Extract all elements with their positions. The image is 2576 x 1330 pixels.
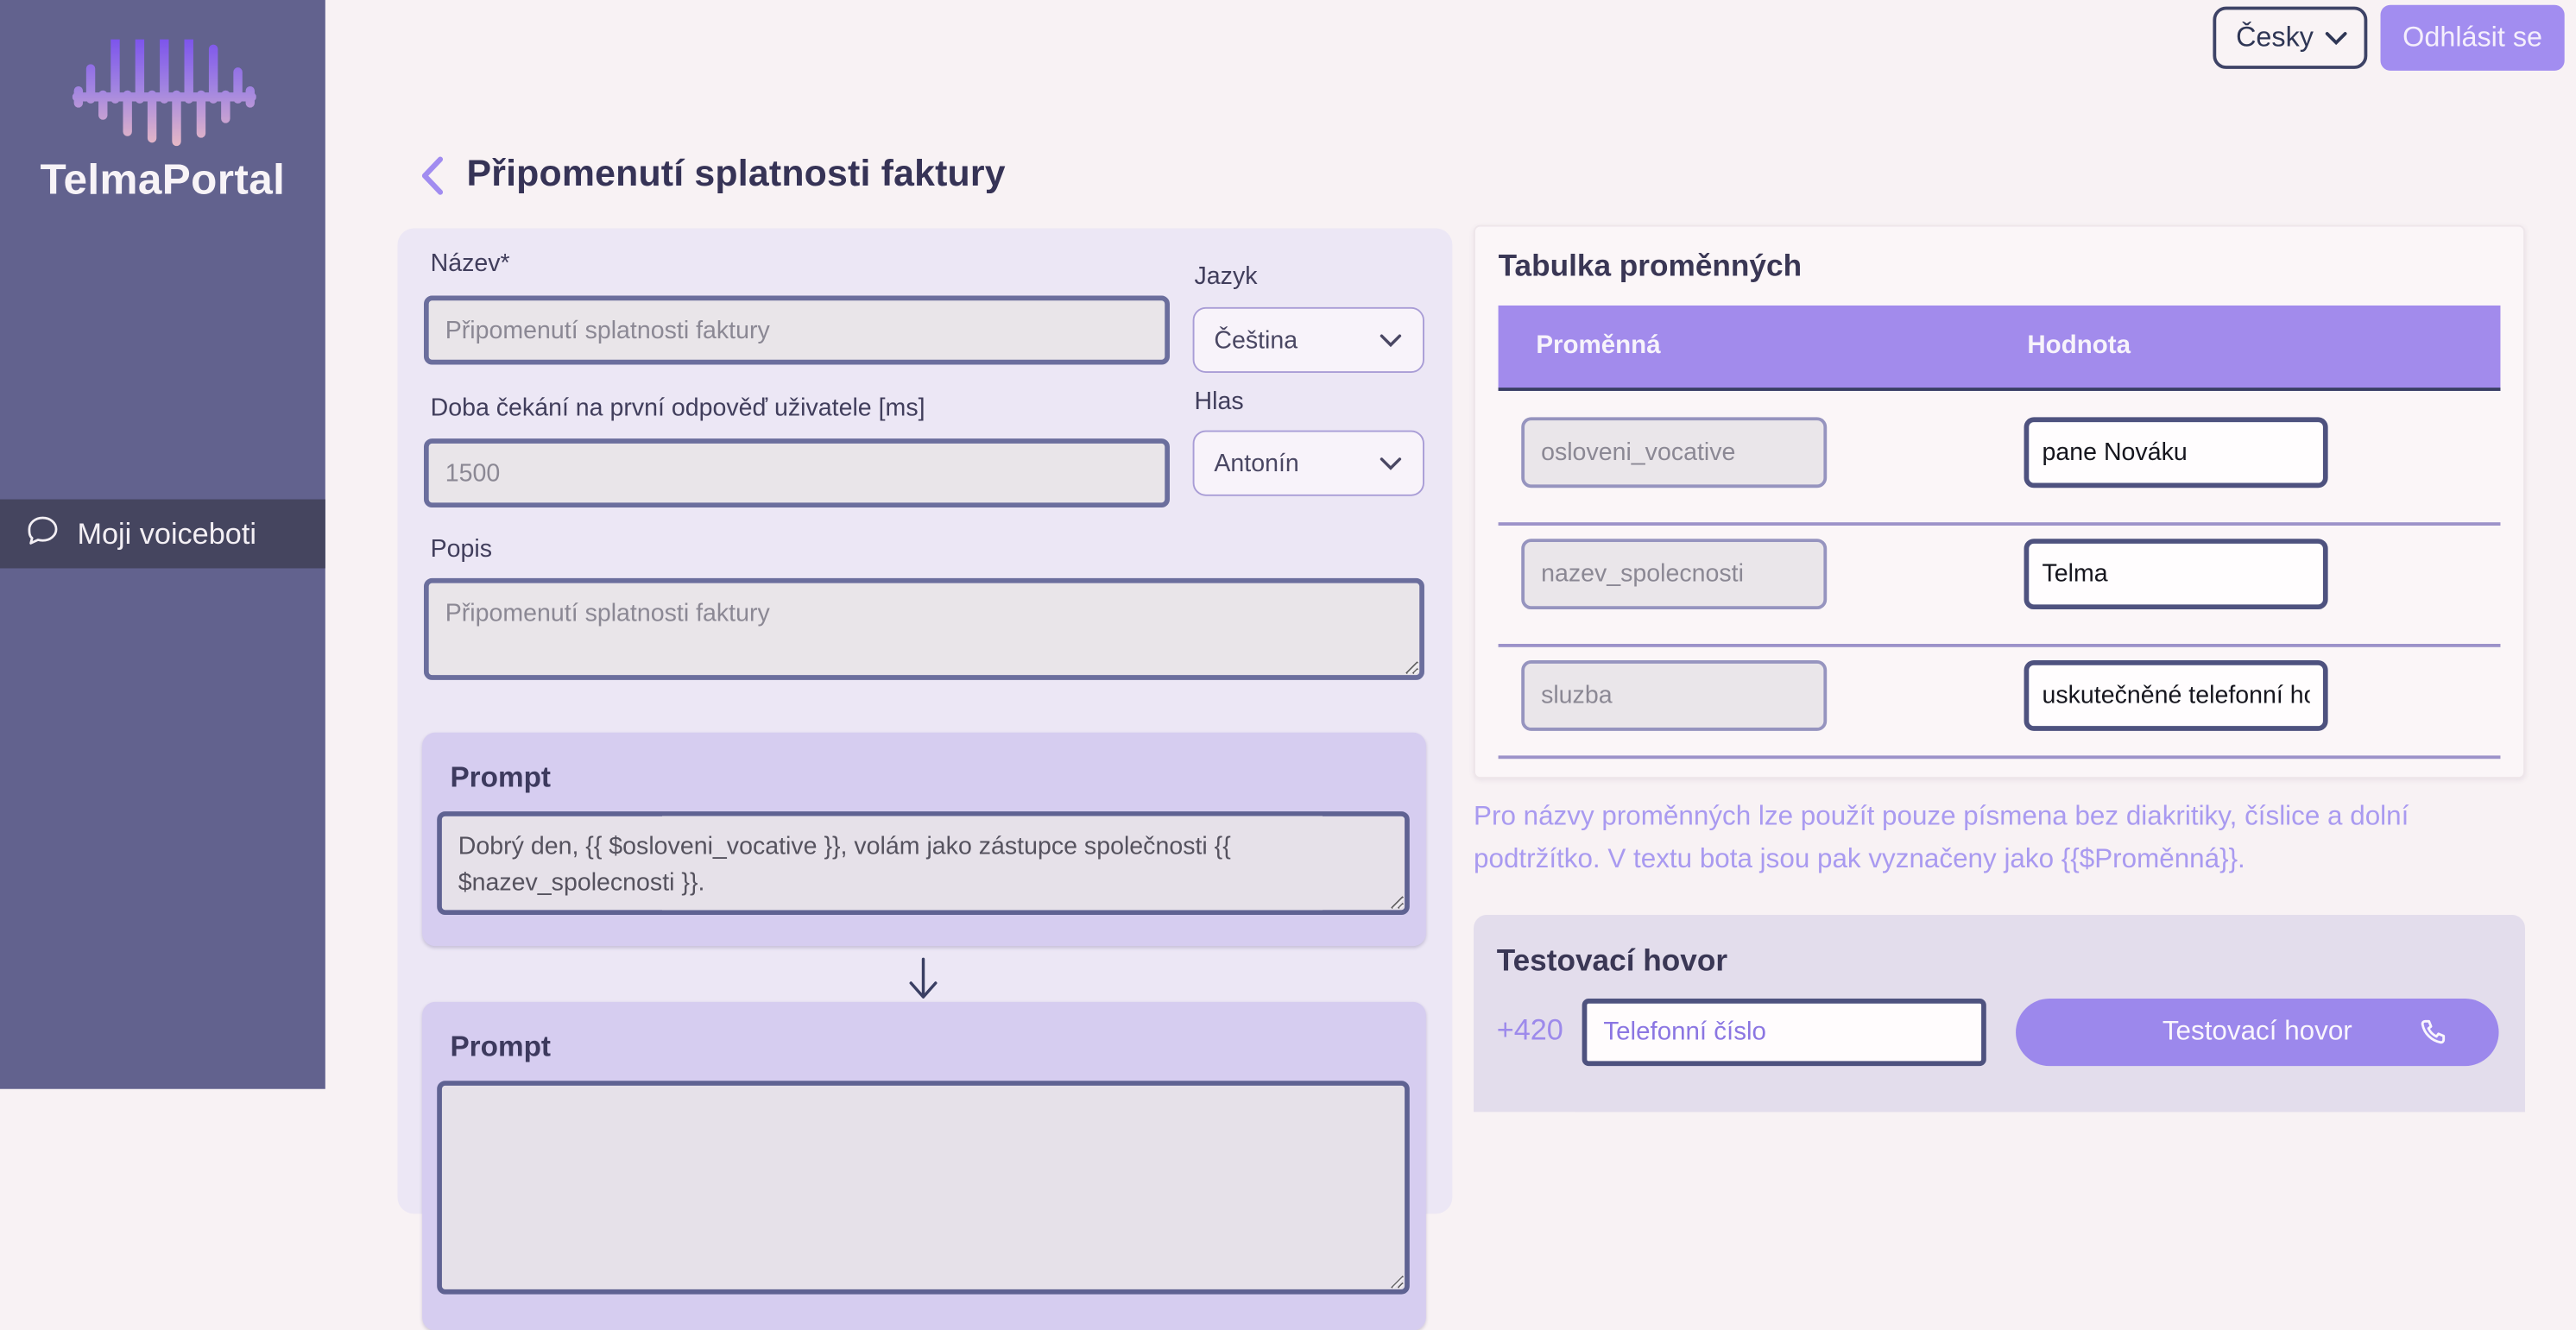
prompt-textarea[interactable]: Dobrý den, {{ $osloveni_vocative }}, vol… (437, 811, 1410, 916)
prompt-title: Prompt (450, 1030, 552, 1063)
prompt-title: Prompt (450, 760, 552, 794)
language-dropdown-value: Čeština (1214, 325, 1298, 355)
sidebar-item-moji-voiceboti[interactable]: Moji voiceboti (0, 499, 325, 569)
back-button[interactable] (411, 154, 453, 200)
test-call-button[interactable]: Testovací hovor (2016, 999, 2499, 1067)
variable-name-input[interactable] (1521, 660, 1828, 731)
language-select[interactable]: Česky (2213, 6, 2368, 69)
page-title: Připomenutí splatnosti faktury (466, 152, 1006, 194)
sidebar: TelmaPortal Moji voiceboti (0, 0, 325, 1089)
variables-table-header: Proměnná Hodnota (1498, 305, 2501, 391)
variable-name-input[interactable] (1521, 417, 1828, 489)
voice-label: Hlas (1194, 388, 1244, 416)
chevron-down-icon (1380, 333, 1402, 347)
test-call-button-label: Testovací hovor (2162, 1016, 2352, 1047)
row-separator (1498, 755, 2501, 759)
row-separator (1498, 643, 2501, 646)
variable-value-input[interactable] (2024, 539, 2328, 610)
variables-table-card: Tabulka proměnných Proměnná Hodnota (1474, 224, 2526, 779)
sidebar-item-label: Moji voiceboti (77, 516, 256, 550)
chat-icon (25, 514, 61, 555)
prompt-card: Prompt (422, 1001, 1426, 1330)
chevron-down-icon (1380, 457, 1402, 470)
row-separator (1498, 522, 2501, 526)
description-label: Popis (430, 535, 493, 564)
variable-value-input[interactable] (2024, 417, 2328, 489)
name-label: Název* (430, 249, 510, 278)
phone-number-input[interactable] (1582, 999, 1986, 1067)
brand-name: TelmaPortal (40, 154, 286, 204)
wait-ms-input[interactable] (423, 438, 1170, 508)
logout-button[interactable]: Odhlásit se (2380, 4, 2565, 71)
chevron-down-icon (2325, 31, 2347, 45)
test-call-card: Testovací hovor +420 Testovací hovor (1474, 915, 2526, 1113)
variable-value-input[interactable] (2024, 660, 2328, 731)
description-textarea[interactable]: Připomenutí splatnosti faktury (423, 577, 1424, 680)
prompt-textarea[interactable] (437, 1081, 1410, 1295)
test-call-title: Testovací hovor (1496, 942, 1728, 978)
prompt-card: Prompt Dobrý den, {{ $osloveni_vocative … (422, 732, 1426, 947)
phone-prefix: +420 (1496, 1013, 1563, 1047)
chevron-left-icon (421, 155, 444, 194)
voicebot-form-panel: Název* Jazyk Čeština Doba čekání na prvn… (397, 228, 1453, 1330)
arrow-down-icon (906, 957, 942, 999)
language-dropdown[interactable]: Čeština (1192, 306, 1424, 373)
voice-dropdown-value: Antonín (1214, 449, 1299, 477)
waveform-logo-icon (72, 22, 256, 154)
phone-icon (2421, 1019, 2446, 1044)
name-input[interactable] (423, 295, 1170, 365)
wait-ms-label: Doba čekání na první odpověď uživatele [… (430, 394, 925, 423)
language-select-value: Česky (2236, 21, 2314, 53)
column-header-variable: Proměnná (1536, 331, 1661, 360)
variable-name-input[interactable] (1521, 539, 1828, 610)
variables-note: Pro názvy proměnných lze použít pouze pí… (1474, 801, 2409, 874)
voice-dropdown[interactable]: Antonín (1192, 430, 1424, 496)
language-label: Jazyk (1194, 262, 1258, 291)
variables-table-title: Tabulka proměnných (1498, 248, 1803, 283)
column-header-value: Hodnota (2027, 331, 2131, 360)
